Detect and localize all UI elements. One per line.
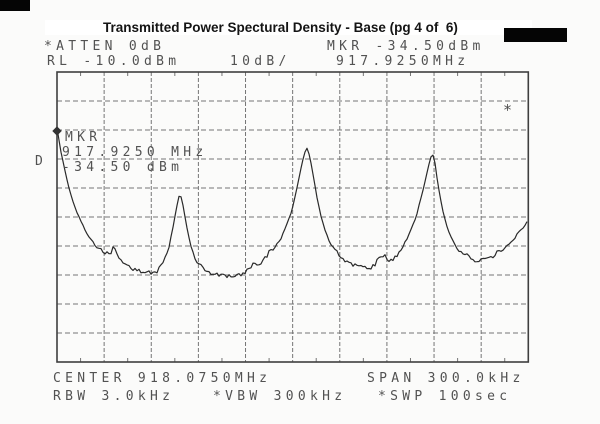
sweep-time-readout: *SWP 100sec	[378, 389, 512, 404]
marker-amplitude-readout: MKR -34.50dBm	[327, 39, 485, 54]
marker-amplitude-label: -34.50 dBm	[62, 160, 184, 175]
attenuation-readout: *ATTEN 0dB	[44, 39, 166, 54]
reference-level-readout: RL -10.0dBm	[47, 54, 181, 69]
detector-mode-label: D	[35, 154, 48, 169]
rbw-readout: RBW 3.0kHz	[53, 389, 175, 404]
marker-diamond	[52, 126, 62, 136]
redaction-bar-top-left	[0, 0, 30, 11]
redaction-bar-top-right	[504, 28, 567, 42]
marker-frequency-label: 917.9250 MHz	[62, 145, 208, 160]
marker-frequency-readout: 917.9250MHz	[336, 54, 470, 69]
center-frequency-readout: CENTER 918.0750MHz	[53, 371, 272, 386]
page-title: Transmitted Power Spectural Density - Ba…	[103, 20, 458, 35]
title-highlight-band	[45, 20, 532, 35]
scale-per-div-readout: 10dB/	[230, 54, 291, 69]
uncal-asterisk-indicator: *	[503, 101, 513, 119]
marker-label: MKR	[65, 130, 102, 145]
vbw-readout: *VBW 300kHz	[213, 389, 347, 404]
span-readout: SPAN 300.0kHz	[367, 371, 525, 386]
